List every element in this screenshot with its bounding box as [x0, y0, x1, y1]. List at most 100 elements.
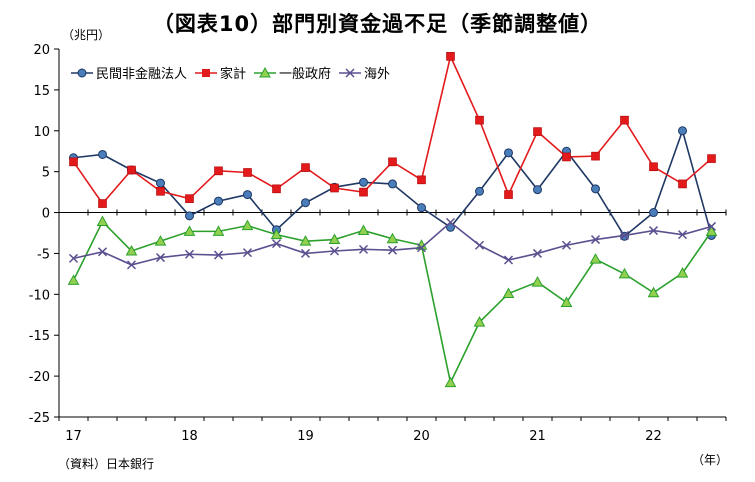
data-point: [98, 199, 107, 208]
data-point: [242, 248, 253, 258]
data-point: [301, 163, 310, 172]
data-point: [620, 115, 629, 125]
data-point: [387, 245, 398, 255]
data-point: [388, 157, 397, 167]
data-point: [445, 217, 456, 227]
data-point: [328, 233, 341, 245]
data-point: [127, 165, 136, 175]
data-point: [155, 253, 166, 263]
y-tick-label: -5: [37, 247, 50, 262]
series-2: [67, 215, 718, 388]
data-point: [272, 184, 281, 194]
data-point: [591, 184, 600, 194]
legend-marker: [77, 68, 87, 78]
data-point: [618, 267, 631, 279]
data-point: [706, 221, 717, 231]
legend-item: 家計: [195, 66, 246, 82]
legend-label: 一般政府: [279, 66, 331, 82]
data-point: [561, 240, 572, 250]
legend: 民間非金融法人 家計 一般政府 海外: [71, 66, 390, 82]
data-point: [183, 225, 196, 236]
data-point: [270, 228, 283, 240]
data-point: [416, 243, 427, 253]
data-point: [705, 225, 718, 236]
data-point: [299, 235, 312, 246]
y-tick-label: -10: [29, 288, 50, 303]
data-point: [533, 127, 542, 136]
y-tick-label: 10: [33, 125, 50, 140]
data-point: [154, 235, 167, 246]
data-point: [707, 154, 716, 163]
data-point: [330, 183, 339, 193]
data-point: [358, 244, 369, 254]
data-point: [417, 175, 426, 185]
data-point: [98, 149, 107, 159]
data-point: [502, 287, 515, 299]
data-point: [647, 286, 660, 298]
data-point: [67, 274, 80, 285]
x-tick-label: 19: [297, 429, 314, 444]
data-point: [156, 186, 165, 196]
data-point: [503, 255, 514, 265]
data-point: [185, 194, 194, 203]
legend-label: 海外: [364, 67, 390, 82]
data-point: [156, 178, 165, 188]
data-point: [446, 52, 455, 61]
data-point: [68, 253, 79, 263]
series-line: [73, 221, 712, 266]
data-point: [562, 152, 571, 162]
data-point: [388, 179, 397, 189]
data-point: [301, 198, 310, 208]
x-tick-label: 17: [65, 429, 82, 444]
data-point: [649, 208, 658, 218]
data-point: [359, 177, 368, 187]
y-tick-label: 20: [33, 43, 50, 58]
y-tick-label: 15: [33, 84, 50, 99]
data-point: [677, 230, 688, 240]
data-point: [473, 316, 486, 327]
data-point: [678, 126, 687, 136]
x-tick-label: 18: [181, 429, 198, 444]
legend-marker: [345, 68, 355, 78]
legend-label: 家計: [220, 66, 246, 82]
series-3: [68, 217, 717, 270]
data-point: [504, 190, 513, 199]
data-point: [619, 230, 630, 240]
legend-label: 民間非金融法人: [96, 66, 187, 82]
x-tick-label: 20: [413, 429, 430, 444]
data-point: [357, 224, 370, 236]
x-axis-unit: （年）: [692, 453, 729, 467]
data-point: [648, 226, 659, 236]
data-point: [96, 215, 109, 227]
data-point: [678, 179, 687, 189]
data-point: [243, 190, 252, 200]
data-point: [676, 267, 689, 278]
data-point: [241, 219, 254, 231]
data-point: [474, 240, 485, 250]
x-tick-label: 22: [645, 429, 662, 444]
data-point: [213, 250, 224, 260]
data-point: [590, 235, 601, 245]
data-point: [475, 115, 484, 125]
data-point: [386, 232, 399, 244]
data-point: [359, 187, 368, 197]
series-1: [69, 52, 716, 208]
series-0: [69, 126, 716, 241]
y-tick-label: 5: [42, 166, 50, 181]
data-point: [475, 186, 484, 196]
source-note: （資料）日本銀行: [58, 457, 155, 471]
data-point: [589, 253, 602, 264]
y-tick-label: 0: [42, 207, 50, 222]
data-point: [417, 203, 426, 213]
data-point: [591, 151, 600, 161]
data-point: [212, 225, 225, 236]
data-point: [532, 248, 543, 258]
legend-item: 一般政府: [254, 66, 331, 82]
data-point: [126, 260, 137, 270]
data-point: [125, 244, 138, 256]
legend-item: 海外: [339, 67, 390, 82]
data-point: [531, 276, 544, 287]
y-tick-label: -15: [29, 329, 50, 344]
